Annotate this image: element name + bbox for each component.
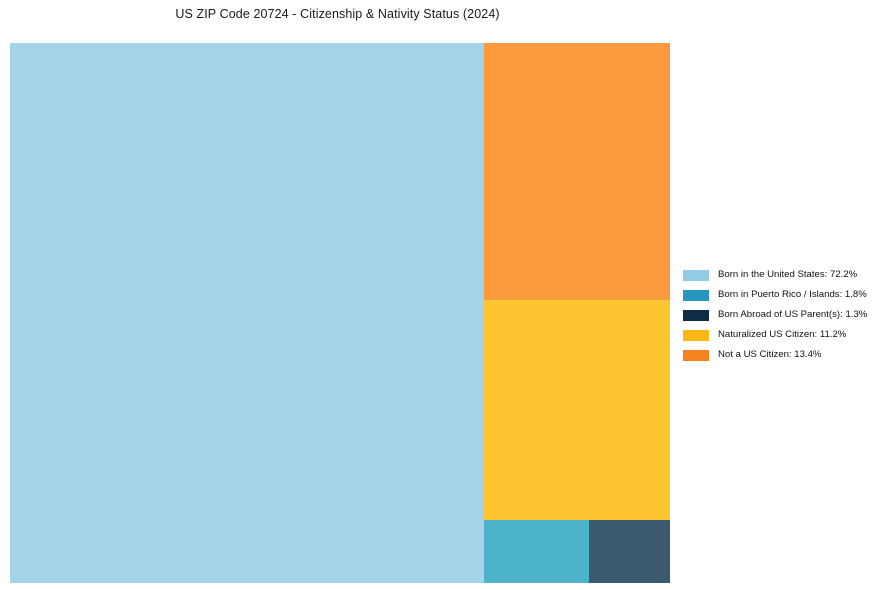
- legend-item-not-a-us-citizen[interactable]: Not a US Citizen: 13.4%: [683, 345, 883, 365]
- treemap-plot-area: [10, 43, 670, 583]
- chart-legend: Born in the United States: 72.2% Born in…: [683, 265, 883, 365]
- legend-item-label: Born in Puerto Rico / Islands: 1.8%: [718, 289, 867, 301]
- legend-item-label: Naturalized US Citizen: 11.2%: [718, 329, 847, 341]
- legend-swatch-icon: [683, 269, 709, 281]
- treemap-tile-naturalized-us-citizen[interactable]: [484, 299, 670, 520]
- treemap-tile-born-in-the-united-states[interactable]: [10, 43, 484, 583]
- legend-item-born-abroad-of-us-parents[interactable]: Born Abroad of US Parent(s): 1.3%: [683, 305, 883, 325]
- treemap-tile-born-in-puerto-rico-islands[interactable]: [484, 519, 589, 583]
- legend-item-naturalized-us-citizen[interactable]: Naturalized US Citizen: 11.2%: [683, 325, 883, 345]
- treemap-tile-born-abroad-of-us-parents[interactable]: [589, 519, 670, 583]
- legend-swatch-icon: [683, 309, 709, 321]
- chart-title: US ZIP Code 20724 - Citizenship & Nativi…: [175, 7, 500, 21]
- legend-swatch-icon: [683, 289, 709, 301]
- legend-item-born-in-the-united-states[interactable]: Born in the United States: 72.2%: [683, 265, 883, 285]
- legend-item-label: Born Abroad of US Parent(s): 1.3%: [718, 309, 868, 321]
- legend-swatch-icon: [683, 329, 709, 341]
- legend-item-label: Not a US Citizen: 13.4%: [718, 349, 822, 361]
- legend-item-born-in-puerto-rico-islands[interactable]: Born in Puerto Rico / Islands: 1.8%: [683, 285, 883, 305]
- legend-item-label: Born in the United States: 72.2%: [718, 269, 858, 281]
- treemap-tile-not-a-us-citizen[interactable]: [484, 43, 670, 300]
- legend-swatch-icon: [683, 349, 709, 361]
